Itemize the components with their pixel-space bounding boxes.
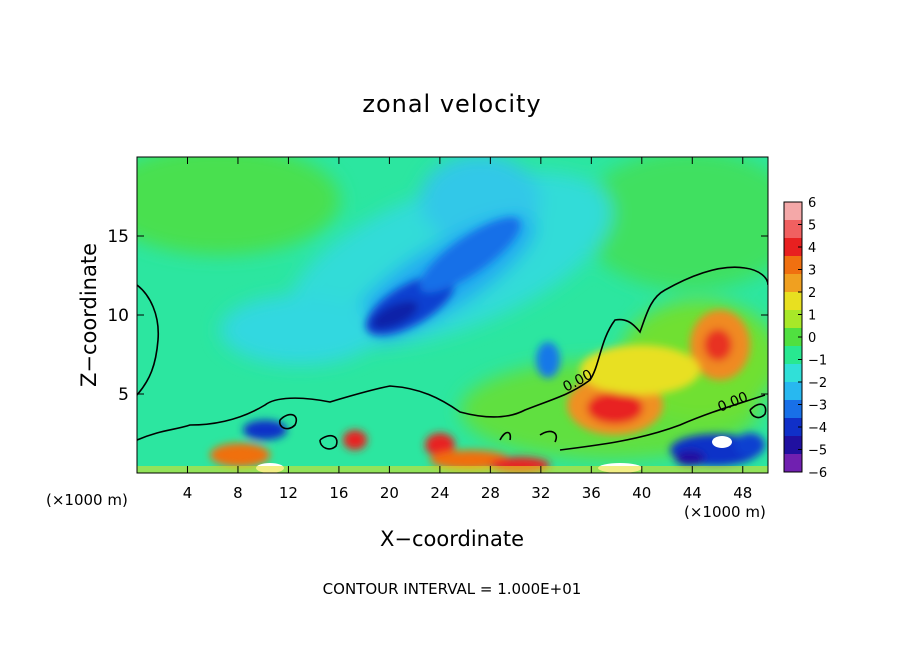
contour-fragment-3 [749,403,767,419]
contour-fragment-1 [278,413,298,430]
velocity-minimum-inner [371,301,419,329]
colorbar-label: 3 [808,264,816,279]
x-tick-label: 32 [531,484,550,502]
x-axis: 4 8 12 16 20 24 28 32 36 40 44 48 [183,157,752,502]
contour-fragment-5 [539,430,558,443]
x-tick-label: 8 [233,484,243,502]
colorbar-label: −3 [808,399,827,414]
x-tick-label: 16 [329,484,348,502]
upper-right-green-region [580,157,768,290]
blue-band [419,217,521,293]
y-axis: 5 10 15 [107,227,768,405]
colorbar-swatch [784,346,802,365]
x-tick-label: 44 [683,484,702,502]
colorbar-swatch [784,256,802,275]
colorbar-swatch [784,292,802,311]
contour-fragment-2 [319,434,338,450]
colorbar: 6 5 4 3 2 1 0 −1 −2 −3 −4 −5 −6 [783,196,827,481]
colorbar-label: −1 [808,354,827,369]
x-tick-label: 28 [481,484,500,502]
x-tick-label: 36 [582,484,601,502]
orange-cell-low-left [210,443,270,467]
contour-main-boundary [137,266,768,441]
heatmap-field [137,157,768,473]
x-axis-label: X−coordinate [380,527,524,551]
colorbar-swatch [784,436,802,455]
colorbar-swatch [784,310,802,329]
colorbar-swatch [784,220,802,239]
contour-lower-right [559,394,766,451]
x-unit-right: (×1000 m) [684,503,766,521]
red-cell-b [425,433,455,457]
zero-contours [137,266,768,451]
contour-left-edge [137,284,160,396]
colorbar-label: 2 [808,286,816,301]
x-tick-label: 12 [279,484,298,502]
colorbar-swatch [784,400,802,419]
yellow-band [580,345,700,395]
cyan-left-lobe [220,295,380,365]
chart-title: zonal velocity [362,90,541,118]
colorbar-swatch [784,454,802,473]
colorbar-swatch [784,274,802,293]
surface-band [137,466,768,473]
colorbar-swatch [784,418,802,437]
colorbar-label: 1 [808,309,816,324]
contour-interval-footer: CONTOUR INTERVAL = 1.000E+01 [323,580,582,598]
y-tick-label: 10 [107,306,129,326]
red-core-right [704,329,732,361]
colorbar-swatch [784,202,802,221]
x-tick-label: 4 [183,484,193,502]
y-tick-label: 5 [118,385,129,405]
colorbar-swatch [784,382,802,401]
colorbar-label: −6 [808,466,827,481]
purple-low-right [675,450,705,466]
colorbar-label: 0 [808,331,816,346]
x-tick-label: 24 [430,484,449,502]
colorbar-label: −2 [808,376,827,391]
colorbar-label: 4 [808,241,816,256]
colorbar-label: −5 [808,444,827,459]
colorbar-swatch [784,364,802,383]
colorbar-swatch [784,328,802,347]
colorbar-label: 6 [808,196,816,211]
y-axis-label: Z−coordinate [77,243,101,387]
colorbar-label: 5 [808,219,816,234]
small-blue-cell [536,342,560,378]
x-tick-label: 20 [380,484,399,502]
x-unit-left: (×1000 m) [46,491,128,509]
red-core-center [587,392,643,424]
colorbar-swatch [784,238,802,257]
white-patch-3 [712,436,732,448]
blue-cell-left [243,420,287,440]
y-tick-label: 15 [107,227,129,247]
blue-low-right-2 [735,433,765,457]
upper-left-green-region [137,157,340,255]
red-cell-a [343,430,367,450]
x-tick-label: 48 [733,484,752,502]
colorbar-label: −4 [808,421,827,436]
contour-fragment-4 [499,431,512,441]
x-tick-label: 40 [632,484,651,502]
